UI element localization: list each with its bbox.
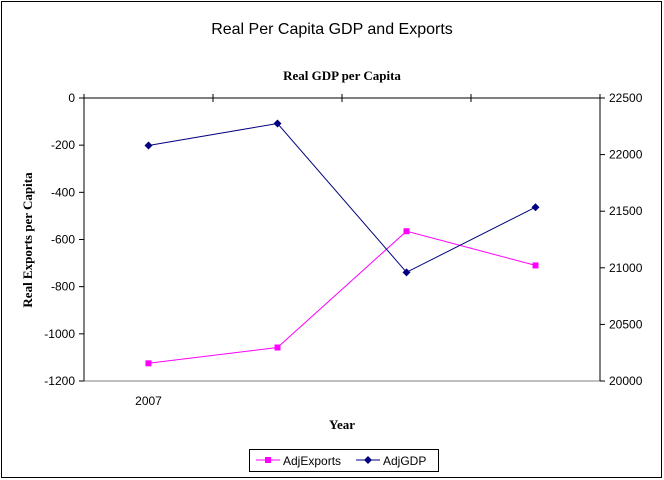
right-tick-label: 20500 [609, 317, 643, 331]
left-tick-label: -200 [51, 138, 75, 152]
left-tick-label: -1000 [44, 327, 75, 341]
right-tick-label: 22500 [609, 91, 643, 105]
data-point-adjexports [403, 228, 410, 235]
data-point-adjexports [274, 344, 281, 351]
right-tick-label: 20000 [609, 374, 643, 388]
right-tick-label: 22000 [609, 148, 643, 162]
legend: AdjExports AdjGDP [249, 449, 439, 472]
data-point-adjgdp [273, 119, 282, 128]
legend-marker-adjgdp [364, 456, 372, 464]
legend-label-adjgdp: AdjGDP [383, 454, 426, 468]
left-tick-label: -1200 [44, 374, 75, 388]
left-tick-label: -400 [51, 185, 75, 199]
right-tick-label: 21500 [609, 204, 643, 218]
left-tick-label: -800 [51, 280, 75, 294]
left-axis-ticks: 0 -200 -400 -600 -800 -1000 -1200 [44, 91, 84, 388]
plot-area [83, 97, 601, 382]
chart-title: Real Per Capita GDP and Exports [211, 21, 453, 38]
category-axis-ticks [83, 94, 601, 102]
legend-label-adjexports: AdjExports [283, 454, 341, 468]
right-tick-label: 21000 [609, 261, 643, 275]
legend-box [249, 449, 439, 472]
left-tick-label: 0 [68, 91, 75, 105]
data-point-adjgdp [531, 203, 540, 212]
chart-subtitle: Real GDP per Capita [283, 68, 401, 83]
left-tick-label: -600 [51, 233, 75, 247]
data-point-adjexports [532, 262, 539, 269]
x-axis-title: Year [329, 417, 355, 432]
data-point-adjexports [145, 360, 152, 367]
series-line-adjgdp [148, 122, 536, 273]
right-axis-ticks: 22500 22000 21500 21000 20500 20000 [600, 91, 643, 388]
data-point-adjgdp [402, 268, 411, 277]
series-line-adjexports [148, 230, 536, 364]
series-layer [144, 119, 540, 367]
y-axis-title: Real Exports per Capita [20, 172, 35, 308]
legend-marker-adjexports [265, 457, 271, 463]
category-labels: 2007 [135, 394, 162, 408]
category-label: 2007 [135, 394, 162, 408]
data-point-adjgdp [144, 141, 153, 150]
